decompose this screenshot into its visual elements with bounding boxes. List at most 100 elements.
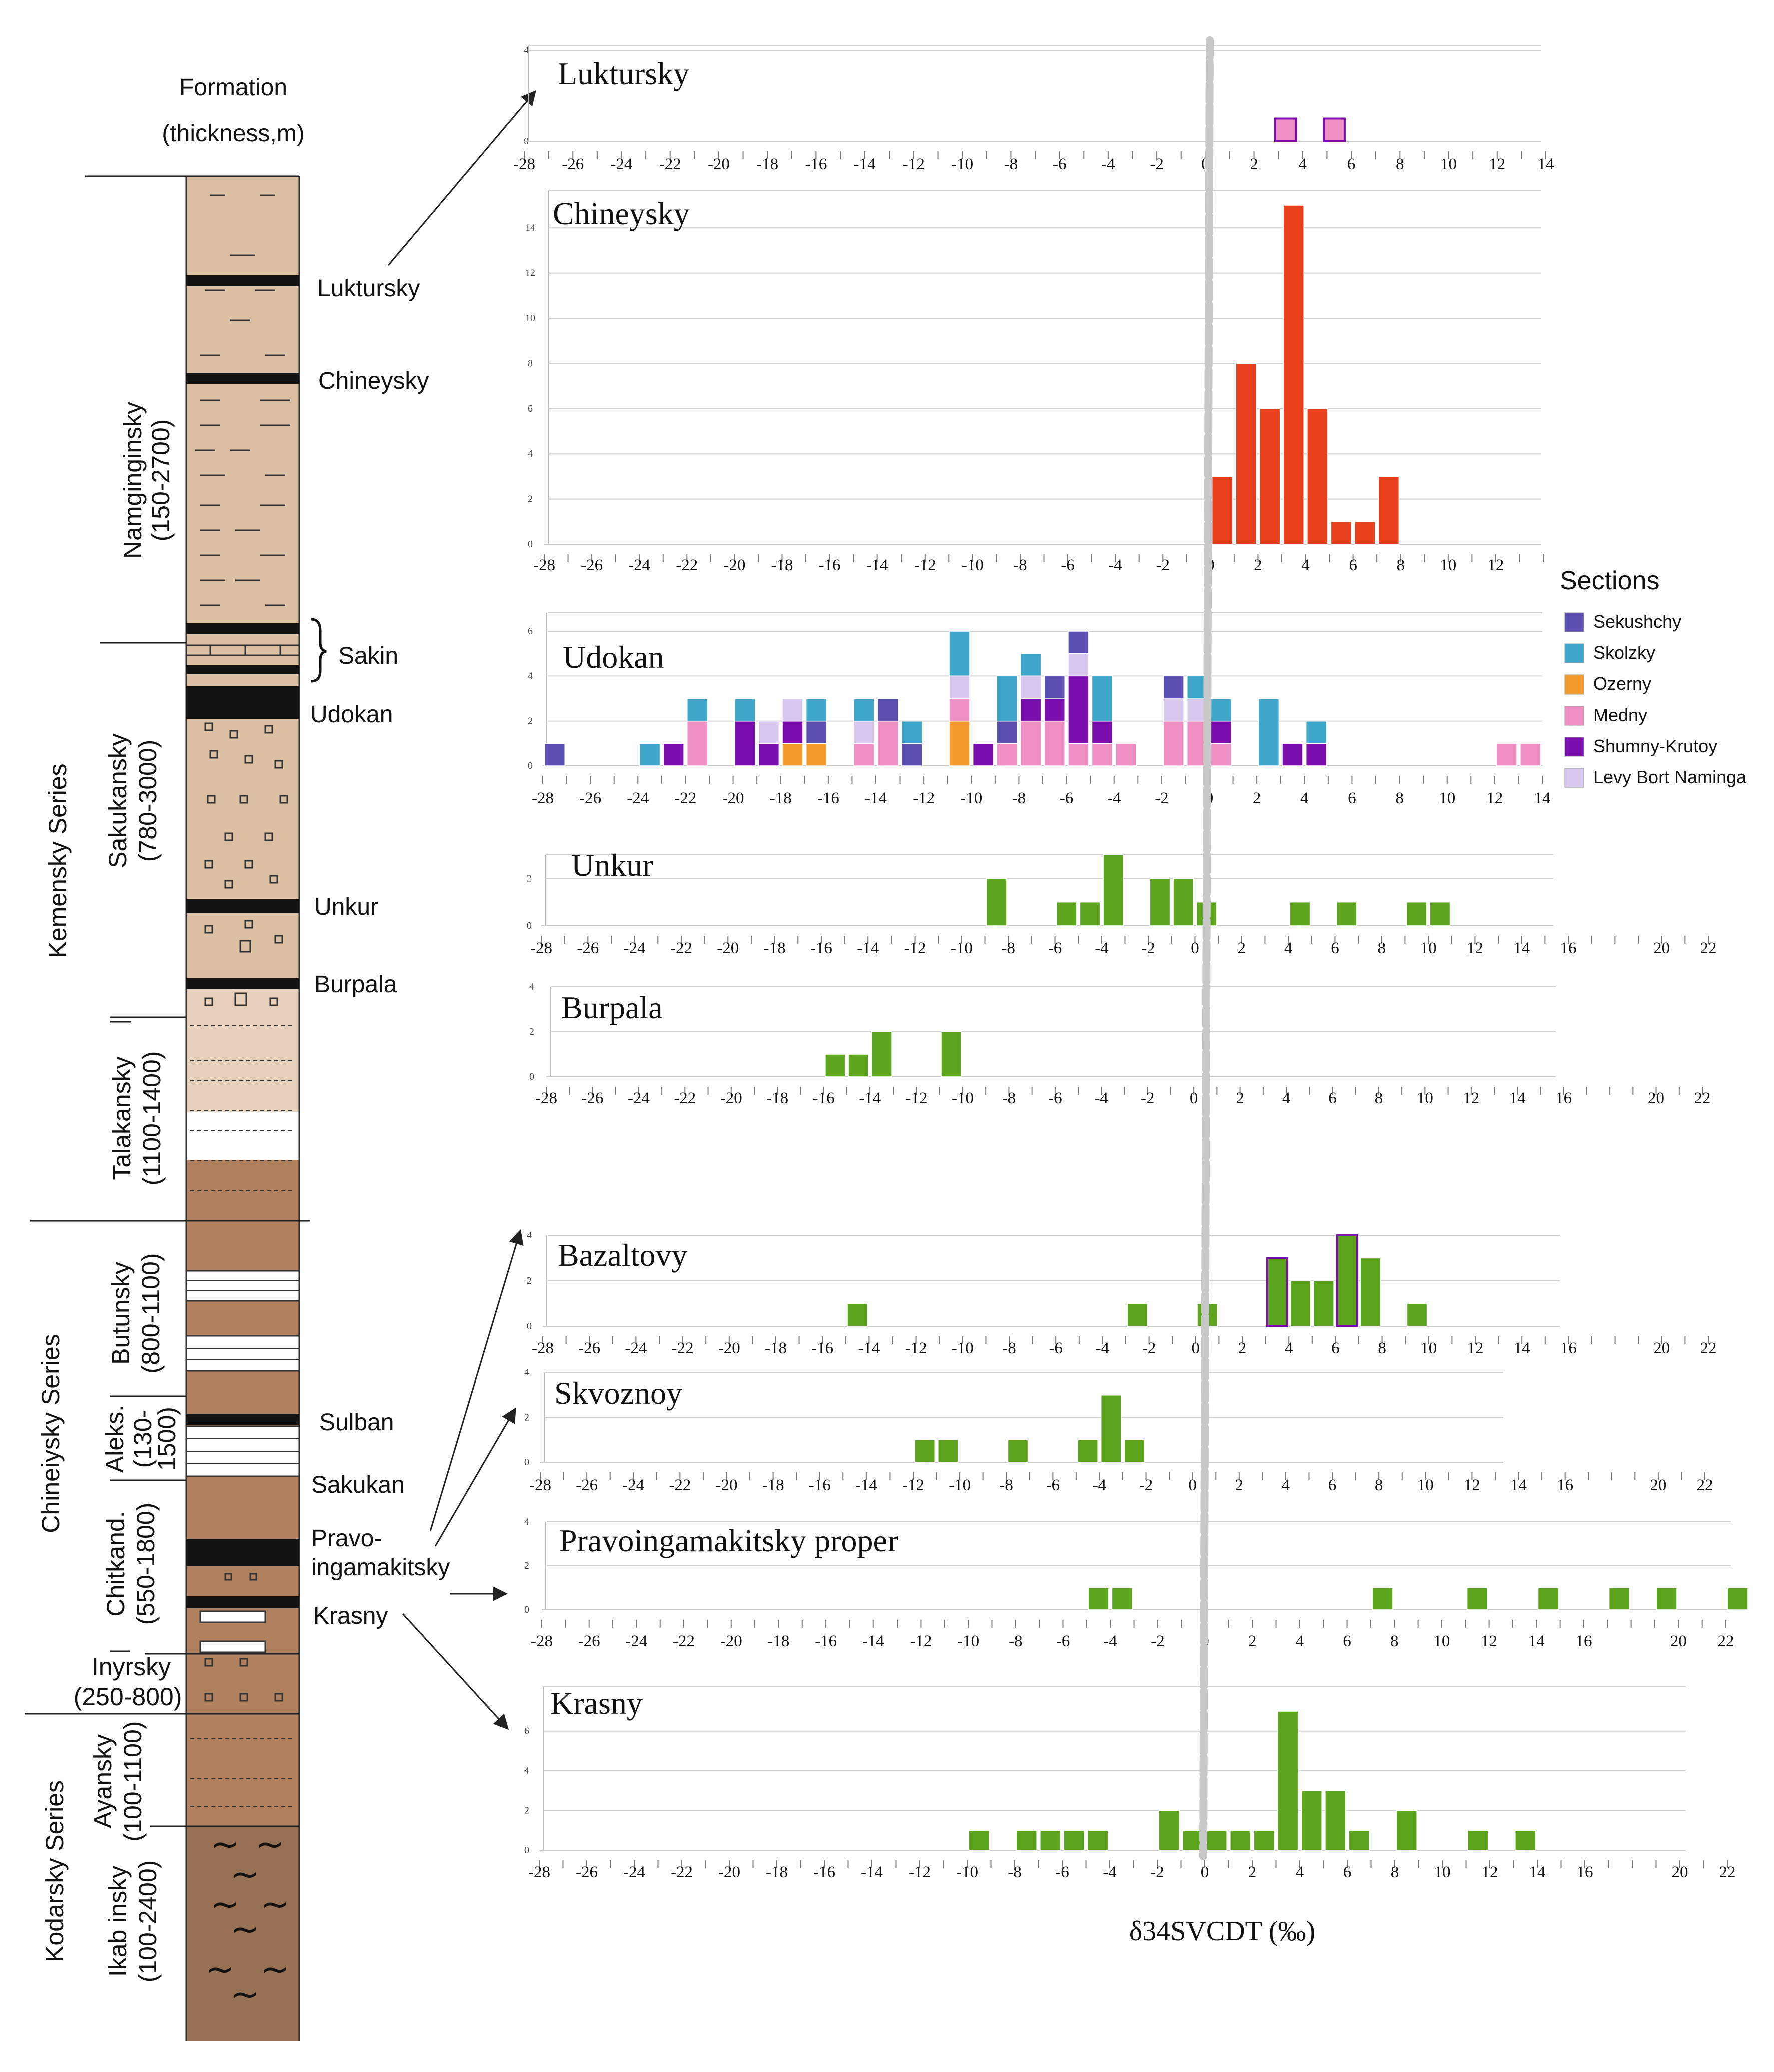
bar-segment [1044, 698, 1065, 722]
column-header-line1: Formation [179, 74, 287, 101]
panel-unkur: 02-28 -26 -24 -22 -20 -18 -16 -14 -12 -10 -8 -6 -4 -2… [527, 847, 1717, 957]
x-tick-label: 12 [1463, 1089, 1479, 1107]
legend-swatch [1564, 737, 1584, 757]
x-tick-label: -2 [1150, 1863, 1164, 1881]
bar [1235, 363, 1257, 545]
y-tick-label: 4 [524, 45, 529, 56]
bar-segment [1091, 720, 1113, 744]
connector-arrows [387, 90, 536, 1730]
bar-segment [1336, 901, 1357, 926]
x-tick-label: -16 [817, 789, 839, 807]
y-tick-label: 0 [528, 539, 533, 550]
x-tick-label: 14 [1529, 1863, 1546, 1881]
x-tick-label: 20 [1650, 1476, 1666, 1494]
y-tick-label: 4 [524, 1765, 529, 1776]
bar [687, 698, 708, 766]
x-tick-label: -8 [1008, 1863, 1022, 1881]
bar [805, 698, 827, 766]
x-tick-label: 6 [1331, 939, 1339, 957]
x-tick-label: -20 [717, 939, 739, 957]
x-tick-label: -2 [1151, 1632, 1165, 1650]
x-tick-label: 4 [1299, 155, 1307, 173]
bar [972, 743, 994, 766]
formation-chitkand-thickness: (550-1800) [132, 1503, 160, 1625]
bar [1253, 1830, 1275, 1851]
x-tick-label: 12 [1464, 1476, 1480, 1494]
y-tick-label: 0 [524, 1604, 529, 1615]
bar [663, 743, 684, 766]
bar [877, 698, 899, 766]
x-tick-label: -10 [956, 1863, 978, 1881]
x-tick-label: -14 [865, 789, 887, 807]
bar [1149, 878, 1171, 926]
x-tick-label: 4 [1282, 1476, 1290, 1494]
marker-label-unkur: Unkur [314, 894, 378, 920]
panel-title: Pravoingamakitsky proper [559, 1523, 898, 1558]
marker-label-pravo: Pravo- [311, 1525, 382, 1552]
bar-segment [949, 631, 970, 677]
x-tick-label: 2 [1238, 939, 1246, 957]
x-tick-label: 10 [1417, 1089, 1433, 1107]
bar-segment [1127, 1303, 1148, 1327]
panel-title: Skvoznoy [554, 1375, 682, 1411]
lithology-tildes: ~ ~ ~~ ~~ ~ ~ ~ [205, 1824, 290, 2015]
x-tick-label: -4 [1093, 1476, 1107, 1494]
bar [1068, 631, 1089, 766]
marker-label-udokan: Udokan [310, 701, 393, 728]
bar [1100, 1395, 1122, 1463]
bar-segment [1608, 1587, 1630, 1610]
x-tick-label: 4 [1282, 1089, 1291, 1107]
x-tick-label: -10 [951, 939, 973, 957]
bar [1258, 698, 1280, 766]
bar-segment [1230, 1830, 1251, 1851]
x-tick-label: -22 [672, 1339, 694, 1357]
column-talakansky-section [186, 987, 299, 1112]
bar-segment [847, 1303, 868, 1327]
bar-segment [949, 720, 970, 766]
x-tick-label: -8 [999, 1476, 1013, 1494]
bar-segment [968, 1830, 990, 1851]
bar-segment [1068, 743, 1089, 766]
x-tick-label: 4 [1284, 939, 1293, 957]
bar [1466, 1587, 1488, 1610]
bar [1091, 675, 1113, 766]
bar-segment [782, 720, 803, 744]
bar [1016, 1830, 1037, 1851]
x-tick-label: -28 [533, 556, 555, 574]
bar-segment [1173, 878, 1194, 926]
marker-label-luktursky: Luktursky [317, 275, 420, 302]
x-tick-label: 2 [1248, 1863, 1257, 1881]
bar [1656, 1587, 1677, 1610]
formation-sakukansky: Sakukansky [104, 733, 132, 868]
x-tick-label: -28 [531, 1632, 553, 1650]
x-tick-label: 8 [1378, 939, 1386, 957]
bar-segment [1515, 1830, 1536, 1851]
legend-swatch [1564, 612, 1584, 632]
bar-segment [1091, 743, 1113, 766]
y-tick-label: 0 [524, 1845, 529, 1856]
x-tick-label: 20 [1670, 1632, 1687, 1650]
bar-segment [1305, 743, 1327, 766]
bar-segment [1406, 1303, 1428, 1327]
bar-segment [734, 720, 756, 766]
x-tick-label: -6 [1055, 1863, 1069, 1881]
arrow-krasny [402, 1613, 509, 1730]
x-tick-label: 14 [1538, 155, 1554, 173]
x-tick-label: -24 [628, 556, 650, 574]
bar [1515, 1830, 1536, 1851]
column-labels: Formation (thickness,m) Namginginsky (15… [37, 74, 450, 1982]
x-tick-label: -6 [1053, 155, 1067, 173]
bar-segment [1020, 720, 1042, 766]
x-tick-label: 6 [1349, 556, 1357, 574]
legend-label: Shumny-Krutoy [1593, 736, 1717, 756]
bar-segment [1656, 1587, 1677, 1610]
x-tick-label: 10 [1417, 1476, 1434, 1494]
x-tick-label: -18 [770, 789, 792, 807]
x-tick-label: -20 [715, 1476, 737, 1494]
panel-title: Unkur [571, 847, 653, 883]
bar-segment [1091, 675, 1113, 722]
x-tick-label: -6 [1061, 556, 1075, 574]
bar [871, 1031, 892, 1077]
bar [1020, 653, 1042, 766]
y-tick-label: 4 [529, 981, 534, 992]
